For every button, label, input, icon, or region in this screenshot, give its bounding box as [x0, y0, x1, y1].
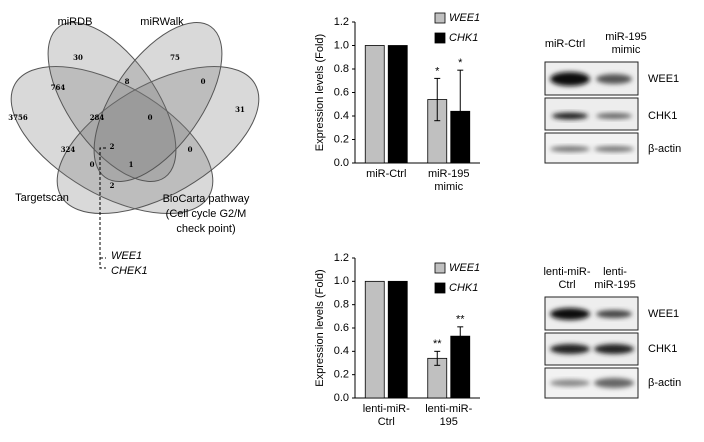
band — [550, 379, 590, 387]
bar — [387, 45, 408, 164]
y-axis-title: Expression levels (Fold) — [314, 269, 326, 386]
region-count: 1 — [129, 160, 134, 169]
venn-regions: 30 75 8 0 764 31 3756 284 0 0 324 2 0 1 2 — [8, 53, 245, 190]
band — [550, 344, 590, 354]
region-count: 30 — [73, 53, 83, 62]
significance: * — [435, 65, 440, 77]
legend-swatch — [434, 262, 446, 274]
error-bar — [457, 326, 464, 346]
set-label: BioCarta pathway — [163, 193, 250, 205]
region-count: 0 — [148, 113, 153, 122]
significance: ** — [456, 314, 465, 326]
y-tick-label: 0.0 — [334, 392, 349, 404]
legend-swatch — [434, 32, 446, 44]
band — [596, 113, 632, 119]
set-label: miRDB — [58, 16, 93, 28]
y-tick-label: 0.4 — [334, 110, 349, 122]
protein-label: CHK1 — [648, 343, 677, 355]
x-tick-label: miR-Ctrl — [366, 168, 407, 180]
band — [594, 378, 634, 388]
region-count: 324 — [61, 145, 76, 154]
region-count: 0 — [188, 145, 193, 154]
x-tick-label: lenti-miR-Ctrl — [362, 403, 410, 428]
set-label: miRWalk — [140, 16, 184, 28]
band — [550, 308, 590, 320]
callout-line — [99, 147, 106, 269]
lane-label: lenti-miR-Ctrl — [543, 266, 591, 291]
region-count: 31 — [235, 105, 245, 114]
error-bar — [457, 69, 464, 153]
legend-label: CHK1 — [449, 32, 478, 44]
y-tick-label: 0.6 — [334, 86, 349, 98]
region-count: 0 — [201, 77, 206, 86]
legend-label: WEE1 — [449, 12, 480, 24]
y-tick-label: 1.2 — [334, 252, 349, 264]
protein-label: β-actin — [648, 377, 681, 389]
band — [596, 74, 632, 84]
region-count: 764 — [51, 83, 66, 92]
y-tick-label: 0.2 — [334, 369, 349, 381]
protein-label: CHK1 — [648, 110, 677, 122]
y-tick-label: 0.6 — [334, 322, 349, 334]
band — [596, 310, 632, 318]
y-tick-label: 0.4 — [334, 345, 349, 357]
error-bar — [434, 77, 441, 122]
region-count: 284 — [90, 113, 105, 122]
lane-label: miR-Ctrl — [544, 38, 586, 50]
region-count: 2 — [110, 181, 115, 190]
legend-label: WEE1 — [449, 262, 480, 274]
region-count: 3756 — [8, 113, 28, 122]
set-label: Targetscan — [15, 192, 69, 204]
x-tick-label: lenti-miR-195 — [425, 403, 473, 428]
venn-ellipse — [93, 22, 223, 182]
bar — [364, 280, 385, 399]
band — [594, 344, 634, 354]
protein-label: β-actin — [648, 143, 681, 155]
x-tick-label: miR-195 mimic — [427, 168, 470, 193]
lane-label: miR-195 mimic — [605, 31, 647, 56]
protein-label: WEE1 — [648, 308, 679, 320]
protein-label: WEE1 — [648, 73, 679, 85]
band — [550, 146, 590, 152]
region-count: 75 — [170, 53, 180, 62]
error-bar — [434, 350, 441, 366]
band — [594, 146, 634, 152]
set-label: check point) — [176, 223, 235, 235]
region-count: 2 — [110, 142, 115, 151]
gene-label: CHEK1 — [111, 265, 148, 277]
y-tick-label: 0.0 — [334, 157, 349, 169]
y-tick-label: 0.8 — [334, 63, 349, 75]
significance: ** — [433, 338, 442, 350]
gene-label: WEE1 — [111, 250, 142, 262]
band — [552, 112, 588, 120]
legend-label: CHK1 — [449, 282, 478, 294]
legend-swatch — [434, 282, 446, 294]
y-tick-label: 1.2 — [334, 16, 349, 28]
region-count: 0 — [90, 160, 95, 169]
region-count: 8 — [125, 77, 130, 86]
set-label: (Cell cycle G2/M — [166, 208, 247, 220]
bar — [364, 45, 385, 164]
y-tick-label: 0.8 — [334, 299, 349, 311]
blot-panel — [544, 296, 639, 399]
venn-ellipse — [47, 22, 177, 182]
band — [550, 72, 590, 86]
y-tick-label: 1.0 — [334, 39, 349, 51]
blot-panel — [544, 61, 639, 164]
lane-label: lenti-miR-195 — [594, 266, 636, 291]
bar — [387, 280, 408, 399]
significance: * — [458, 57, 463, 69]
y-axis-title: Expression levels (Fold) — [314, 34, 326, 151]
y-tick-label: 0.2 — [334, 133, 349, 145]
y-tick-label: 1.0 — [334, 275, 349, 287]
legend-swatch — [434, 12, 446, 24]
venn — [10, 22, 260, 215]
